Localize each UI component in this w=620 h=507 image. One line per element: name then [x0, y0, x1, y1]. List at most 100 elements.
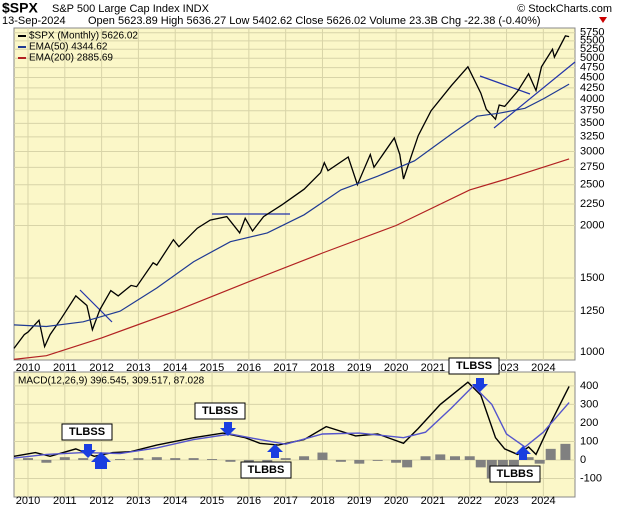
x-tick-label: 2019 — [347, 495, 371, 507]
y-tick-label: 4000 — [580, 93, 604, 105]
y-tick-label: -100 — [580, 472, 602, 484]
trend-line — [493, 61, 576, 129]
histogram-bar — [372, 459, 383, 461]
x-tick-label: 2016 — [237, 362, 261, 374]
y-tick-label: 100 — [580, 435, 598, 447]
annotation-box — [194, 402, 246, 420]
x-tick-label: 2020 — [384, 495, 408, 507]
annotation-box — [448, 357, 500, 375]
y-tick-label: 300 — [580, 398, 598, 410]
credit: © StockCharts.com — [517, 3, 612, 15]
y-tick-label: 3250 — [580, 131, 604, 143]
trend-line — [479, 75, 531, 95]
arrow — [91, 452, 111, 469]
y-tick-label: 4500 — [580, 71, 604, 83]
arrow — [267, 444, 283, 458]
x-tick-label: 2011 — [53, 362, 77, 374]
y-tick-label: 2000 — [580, 219, 604, 231]
annotation-box — [240, 461, 292, 479]
histogram-bar — [435, 454, 446, 460]
y-tick-label: 2500 — [580, 179, 604, 191]
down-arrow — [599, 17, 607, 23]
legend-label: EMA(50) 4344.62 — [29, 42, 108, 53]
histogram-bar — [420, 456, 431, 460]
histogram-bar — [280, 458, 291, 460]
y-tick-label: 0 — [580, 454, 586, 466]
price-line — [13, 35, 570, 349]
histogram-bar — [151, 457, 162, 460]
x-tick-label: 2010 — [16, 362, 40, 374]
annotation: TLBSS — [202, 405, 238, 417]
x-tick-label: 2011 — [53, 495, 77, 507]
histogram-bar — [317, 452, 328, 460]
x-tick-label: 2012 — [89, 362, 113, 374]
chart-title: S&P 500 Large Cap Index INDX — [52, 3, 210, 15]
annotation: TLBSS — [456, 360, 492, 372]
x-tick-label: 2024 — [531, 495, 555, 507]
histogram-bar — [391, 459, 402, 463]
x-tick-label: 2017 — [273, 495, 297, 507]
y-tick-label: 5500 — [580, 35, 604, 47]
histogram-bar — [545, 448, 556, 460]
histogram-bar — [59, 457, 70, 460]
histogram-bar — [41, 459, 52, 463]
quote: Open 5623.89 High 5636.27 Low 5402.62 Cl… — [88, 15, 541, 27]
x-tick-label: 2014 — [163, 362, 187, 374]
histogram-bar — [335, 459, 346, 462]
x-tick-label: 2018 — [310, 362, 334, 374]
histogram-bar — [207, 459, 218, 460]
y-tick-label: 4750 — [580, 61, 604, 73]
price-line — [13, 83, 570, 328]
y-tick-label: 3000 — [580, 145, 604, 157]
x-tick-label: 2014 — [163, 495, 187, 507]
histogram-bar — [133, 458, 144, 460]
x-tick-label: 2015 — [200, 362, 224, 374]
histogram-bar — [170, 458, 181, 460]
x-tick-label: 2022 — [457, 495, 481, 507]
price-line — [13, 158, 570, 360]
histogram-bar — [115, 459, 126, 460]
date: 13-Sep-2024 — [2, 15, 66, 27]
y-tick-label: 1000 — [580, 346, 604, 358]
x-tick-label: 2020 — [384, 362, 408, 374]
macd-line — [13, 384, 570, 459]
x-tick-label: 2013 — [126, 362, 150, 374]
x-tick-label: 2023 — [494, 495, 518, 507]
arrow — [515, 446, 531, 460]
plot-area — [13, 27, 576, 361]
histogram-bar — [523, 457, 534, 460]
y-tick-label: 2250 — [580, 198, 604, 210]
y-tick-label: 3500 — [580, 117, 604, 129]
arrow — [472, 378, 488, 392]
histogram-bar — [560, 443, 571, 460]
x-tick-label: 2013 — [126, 495, 150, 507]
y-tick-label: 1500 — [580, 272, 604, 284]
panel-title: MACD(12,26,9) 396.545, 309.517, 87.028 — [18, 376, 205, 387]
x-tick-label: 2024 — [531, 362, 555, 374]
x-tick-label: 2019 — [347, 362, 371, 374]
annotation-box — [489, 465, 541, 483]
histogram-bar — [402, 459, 413, 468]
y-tick-label: 5000 — [580, 52, 604, 64]
histogram-bar — [534, 459, 545, 464]
histogram-bar — [22, 458, 33, 460]
histogram-bar — [449, 456, 460, 460]
annotation: TLBSS — [69, 426, 105, 438]
x-tick-label: 2010 — [16, 495, 40, 507]
histogram-bar — [508, 459, 519, 468]
x-tick-label: 2017 — [273, 362, 297, 374]
y-tick-label: 5750 — [580, 27, 604, 39]
legend-label: EMA(200) 2885.69 — [29, 53, 113, 64]
x-tick-label: 2016 — [237, 495, 261, 507]
histogram-bar — [475, 459, 486, 468]
x-tick-label: 2021 — [421, 362, 445, 374]
histogram-bar — [354, 459, 365, 464]
x-tick-label: 2018 — [310, 495, 334, 507]
histogram-bar — [299, 456, 310, 460]
histogram-bar — [78, 458, 89, 460]
x-tick-label: 2023 — [494, 362, 518, 374]
y-tick-label: 4250 — [580, 82, 604, 94]
histogram-bar — [225, 459, 236, 462]
